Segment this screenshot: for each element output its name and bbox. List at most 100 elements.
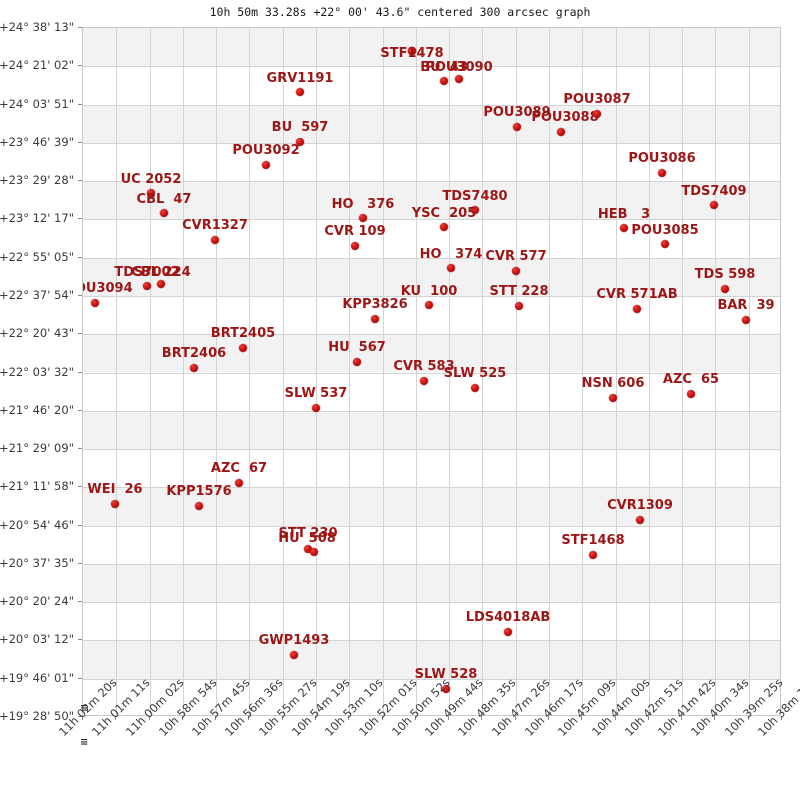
- y-tick-label: +21° 29' 09": [0, 441, 74, 456]
- star-label: BAR 39: [717, 298, 775, 313]
- x-tick-mark: [315, 716, 316, 720]
- star-marker[interactable]: [190, 364, 198, 372]
- star-marker[interactable]: [620, 224, 628, 232]
- star-marker[interactable]: [359, 214, 367, 222]
- star-marker[interactable]: [239, 344, 247, 352]
- star-marker[interactable]: [455, 75, 463, 83]
- star-label: POU3092: [232, 143, 300, 158]
- y-tick-label: +24° 38' 13": [0, 20, 74, 34]
- star-marker[interactable]: [440, 223, 448, 231]
- star-marker[interactable]: [310, 548, 318, 556]
- gridline-horizontal: [83, 143, 780, 144]
- x-tick-mark: [215, 716, 216, 720]
- y-tick-mark: [78, 525, 82, 526]
- north-orientation-marker: ≡: [80, 703, 89, 714]
- x-tick-mark: [581, 716, 582, 720]
- gridline-vertical: [116, 28, 117, 715]
- star-label: AZC 67: [210, 461, 268, 476]
- star-marker[interactable]: [633, 305, 641, 313]
- star-label: BRT2405: [210, 326, 276, 341]
- star-label: CBL 47: [136, 192, 192, 207]
- star-label: POU3085: [631, 223, 699, 238]
- star-label: CVR 107: [381, 27, 442, 28]
- y-tick-mark: [78, 142, 82, 143]
- gridline-horizontal: [83, 449, 780, 450]
- star-marker[interactable]: [312, 404, 320, 412]
- star-marker[interactable]: [721, 285, 729, 293]
- star-label: TDS7480: [442, 189, 508, 204]
- star-label: HU 567: [328, 340, 386, 355]
- star-marker[interactable]: [589, 551, 597, 559]
- gridline-horizontal: [83, 258, 780, 259]
- y-tick-mark: [78, 448, 82, 449]
- star-marker[interactable]: [157, 280, 165, 288]
- star-label: CVR 577: [485, 249, 547, 264]
- star-marker[interactable]: [262, 161, 270, 169]
- x-tick-mark: [548, 716, 549, 720]
- star-marker[interactable]: [353, 358, 361, 366]
- star-label: BU 43: [420, 60, 468, 75]
- gridline-horizontal: [83, 219, 780, 220]
- star-label: TDS7409: [681, 184, 747, 199]
- star-marker[interactable]: [195, 502, 203, 510]
- star-marker[interactable]: [471, 206, 479, 214]
- star-label: CBL 224: [131, 265, 191, 280]
- star-marker[interactable]: [513, 123, 521, 131]
- star-marker[interactable]: [593, 110, 601, 118]
- x-tick-mark: [348, 716, 349, 720]
- star-label: HEB 3: [597, 207, 651, 222]
- star-marker[interactable]: [420, 377, 428, 385]
- star-label: HO 374: [419, 247, 483, 262]
- gridline-vertical: [216, 28, 217, 715]
- star-marker[interactable]: [661, 240, 669, 248]
- star-marker[interactable]: [471, 384, 479, 392]
- star-marker[interactable]: [296, 88, 304, 96]
- star-marker[interactable]: [147, 189, 155, 197]
- star-marker[interactable]: [408, 47, 416, 55]
- star-marker[interactable]: [658, 169, 666, 177]
- y-tick-mark: [78, 639, 82, 640]
- star-marker[interactable]: [515, 302, 523, 310]
- star-label: SLW 537: [284, 386, 348, 401]
- star-marker[interactable]: [91, 299, 99, 307]
- x-tick-mark: [415, 716, 416, 720]
- gridline-horizontal: [83, 66, 780, 67]
- star-marker[interactable]: [143, 282, 151, 290]
- gridline-vertical: [715, 28, 716, 715]
- x-tick-mark: [82, 716, 83, 720]
- star-marker[interactable]: [447, 264, 455, 272]
- star-marker[interactable]: [160, 209, 168, 217]
- gridline-vertical: [283, 28, 284, 715]
- y-tick-mark: [78, 372, 82, 373]
- star-marker[interactable]: [211, 236, 219, 244]
- star-marker[interactable]: [371, 315, 379, 323]
- gridline-vertical: [549, 28, 550, 715]
- gridline-vertical: [249, 28, 250, 715]
- star-marker[interactable]: [512, 267, 520, 275]
- gridline-horizontal: [83, 296, 780, 297]
- gridline-vertical: [183, 28, 184, 715]
- star-marker[interactable]: [742, 316, 750, 324]
- star-marker[interactable]: [290, 651, 298, 659]
- star-marker[interactable]: [111, 500, 119, 508]
- star-marker[interactable]: [304, 545, 312, 553]
- y-tick-label: +19° 46' 01": [0, 670, 74, 685]
- star-marker[interactable]: [710, 201, 718, 209]
- x-tick-mark: [149, 716, 150, 720]
- star-marker[interactable]: [557, 128, 565, 136]
- star-marker[interactable]: [425, 301, 433, 309]
- star-marker[interactable]: [442, 685, 450, 693]
- star-marker[interactable]: [235, 479, 243, 487]
- y-tick-mark: [78, 104, 82, 105]
- star-marker[interactable]: [440, 77, 448, 85]
- star-marker[interactable]: [687, 390, 695, 398]
- star-label: TDS7002: [114, 265, 180, 280]
- star-marker[interactable]: [609, 394, 617, 402]
- star-label: HU 508: [278, 531, 336, 546]
- star-marker[interactable]: [636, 516, 644, 524]
- star-marker[interactable]: [296, 138, 304, 146]
- y-tick-label: +20° 54' 46": [0, 517, 74, 532]
- star-marker[interactable]: [504, 628, 512, 636]
- star-marker[interactable]: [351, 242, 359, 250]
